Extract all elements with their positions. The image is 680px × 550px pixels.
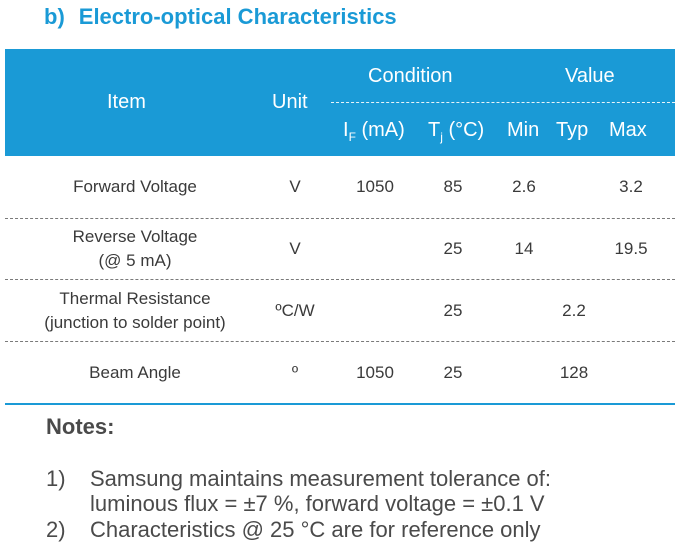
section-heading: Electro-optical Characteristics [78, 4, 397, 29]
row-unit: V [289, 239, 301, 258]
row-unit: ºC/W [275, 300, 315, 320]
header-unit: Unit [272, 91, 308, 113]
note-number: 2) [46, 517, 66, 542]
row-tj-c: 25 [443, 300, 463, 320]
note-item: 1) Samsung maintains measurement toleran… [46, 466, 646, 518]
row-tj-c: 25 [443, 239, 463, 258]
note-item: 2) Characteristics @ 25 °C are for refer… [46, 517, 646, 545]
header-min: Min [507, 119, 540, 141]
subscript: j [440, 130, 443, 144]
header-condition: Condition [368, 65, 453, 87]
table-row: Forward Voltage V 1050 85 2.6 3.2 [5, 156, 675, 219]
header-if-ma-text: IF (mA) [343, 119, 405, 144]
header-if-ma: IF (mA) [343, 119, 405, 144]
row-min [499, 280, 549, 341]
row-max: 3.2 [619, 177, 643, 196]
header-item: Item [107, 91, 146, 113]
row-min [499, 342, 549, 403]
row-item: Thermal Resistance (junction to solder p… [44, 288, 226, 332]
section-title: b) Electro-optical Characteristics [44, 4, 397, 30]
row-item: Beam Angle [89, 362, 181, 382]
header-max: Max [609, 119, 647, 141]
row-if-ma [335, 219, 415, 279]
header-typ: Typ [556, 119, 589, 141]
note-text: Samsung maintains measurement tolerance … [90, 466, 552, 491]
table-row: Reverse Voltage (@ 5 mA) V 25 14 19.5 [5, 219, 675, 280]
notes-title: Notes: [46, 414, 115, 439]
row-if-ma [335, 280, 415, 341]
row-max [601, 280, 661, 341]
subscript: F [348, 130, 356, 144]
header-tj-c-text: Tj (°C) [428, 119, 485, 144]
row-typ [546, 156, 602, 218]
row-min: 14 [514, 239, 534, 258]
row-if-ma: 1050 [356, 362, 394, 382]
row-typ: 2.2 [562, 300, 586, 320]
header-value: Value [565, 65, 615, 87]
table-row: Beam Angle º 1050 25 128 [5, 342, 675, 405]
row-item: Forward Voltage [73, 177, 197, 196]
row-min: 2.6 [512, 177, 536, 196]
row-tj-c: 25 [443, 362, 463, 382]
header-tj-c: Tj (°C) [428, 119, 484, 144]
section-number: b) [44, 4, 65, 29]
table-row: Thermal Resistance (junction to solder p… [5, 280, 675, 342]
row-item: Reverse Voltage (@ 5 mA) [72, 227, 198, 270]
row-tj-c: 85 [443, 177, 463, 196]
note-text: luminous flux = ±7 %, forward voltage = … [90, 491, 545, 516]
header-divider [331, 102, 675, 103]
row-unit: V [289, 177, 301, 196]
note-text: Characteristics @ 25 °C are for referenc… [90, 517, 541, 542]
row-max: 19.5 [614, 239, 648, 258]
note-number: 1) [46, 466, 66, 491]
table-header: Item Unit Condition Value IF (mA) Tj (°C… [5, 49, 675, 156]
row-unit: º [291, 362, 299, 382]
row-max [601, 342, 661, 403]
row-typ: 128 [559, 362, 589, 382]
row-typ [546, 219, 602, 279]
row-if-ma: 1050 [356, 177, 394, 196]
